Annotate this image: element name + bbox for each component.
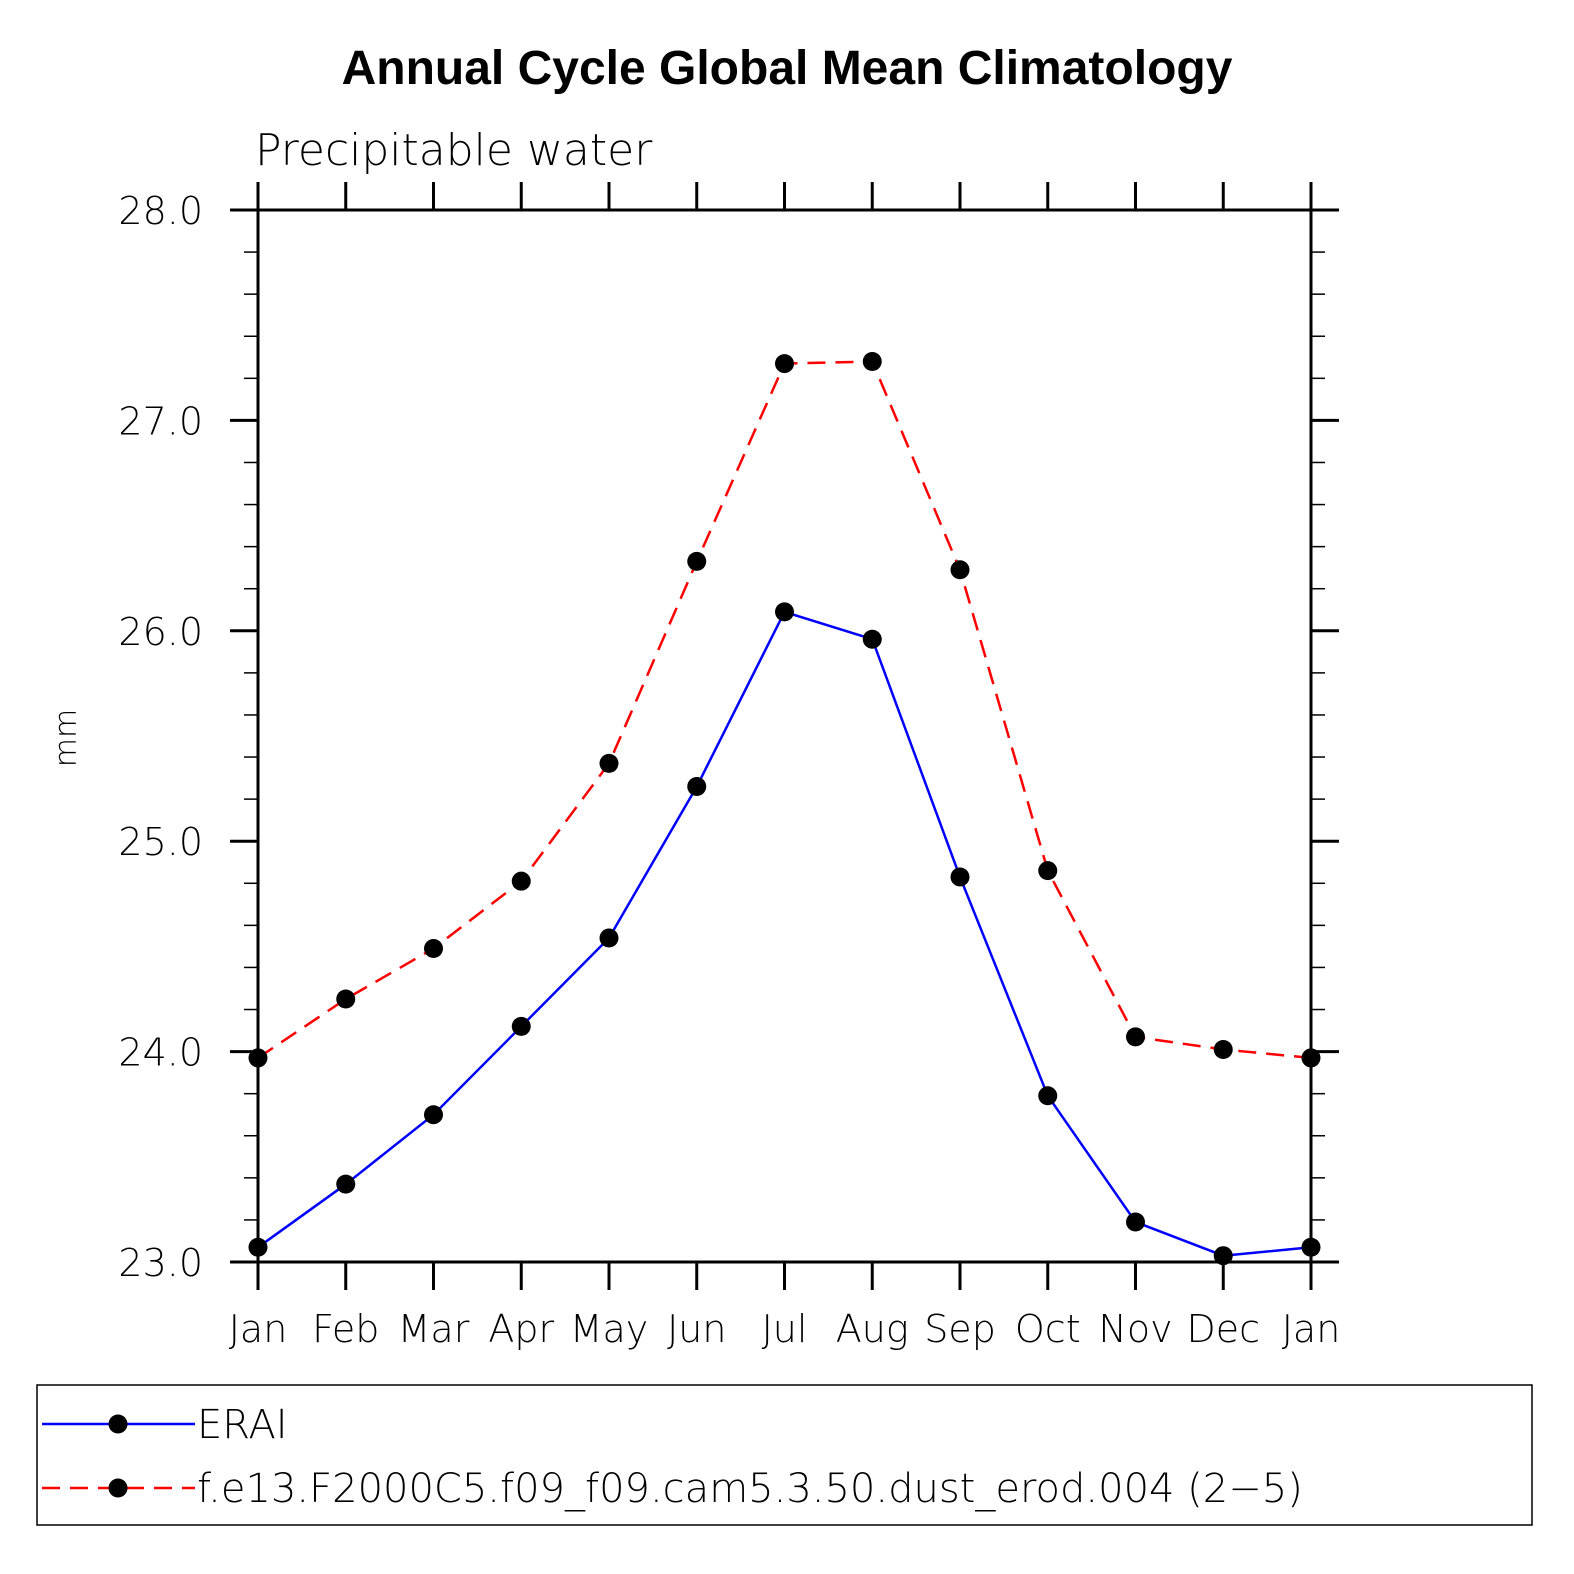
x-tick-labels: Jan Feb Mar Apr May Jun Jul Aug Sep Oct Nov Dec Jan xyxy=(229,1307,1341,1351)
x-tick-label: Feb xyxy=(312,1307,379,1351)
x-tick-label: Dec xyxy=(1186,1307,1260,1351)
data-point xyxy=(1038,1086,1058,1106)
legend: ERAI f.e13.F2000C5.f09_f09.cam5.3.50.dust… xyxy=(42,1402,1303,1512)
chart-title: Annual Cycle Global Mean Climatology xyxy=(342,42,1233,95)
data-point xyxy=(248,1237,268,1257)
x-tick-label: Jan xyxy=(229,1307,288,1351)
x-tick-label: Jan xyxy=(1282,1307,1341,1351)
data-point xyxy=(336,1174,356,1194)
data-point xyxy=(775,602,794,622)
data-point xyxy=(775,354,794,374)
data-point xyxy=(248,1048,268,1068)
x-tick-label: May xyxy=(570,1307,649,1351)
data-point xyxy=(862,629,882,649)
x-tick-label: Oct xyxy=(1015,1307,1081,1351)
legend-swatch-marker xyxy=(108,1478,128,1498)
data-point xyxy=(1213,1039,1233,1059)
y-tick-label: 26.0 xyxy=(118,610,203,654)
data-point xyxy=(1301,1237,1321,1257)
data-point xyxy=(1038,861,1058,881)
series-line xyxy=(257,610,1312,1257)
y-tick-label: 25.0 xyxy=(118,820,203,864)
data-point xyxy=(1126,1212,1145,1232)
series-line xyxy=(257,360,1312,1060)
y-tick-label: 28.0 xyxy=(118,189,203,233)
x-tick-label: Sep xyxy=(924,1307,996,1351)
data-point xyxy=(511,1016,531,1036)
legend-swatch-marker xyxy=(108,1414,128,1434)
y-tick-label: 27.0 xyxy=(118,399,203,443)
data-point xyxy=(862,351,882,371)
data-point xyxy=(687,776,707,796)
x-tick-label: Mar xyxy=(398,1307,470,1351)
data-point xyxy=(424,939,443,959)
data-point xyxy=(687,551,707,571)
data-point xyxy=(599,753,619,773)
y-tick-label: 24.0 xyxy=(118,1031,203,1075)
x-tick-label: Apr xyxy=(488,1307,554,1351)
legend-label: f.e13.F2000C5.f09_f09.cam5.3.50.dust_ero… xyxy=(197,1466,1303,1512)
x-tick-label: Aug xyxy=(836,1307,909,1351)
y-axis-label: mm xyxy=(49,709,84,767)
data-point xyxy=(1126,1027,1145,1047)
legend-box xyxy=(36,1384,1533,1526)
x-tick-label: Jun xyxy=(667,1307,726,1351)
data-point xyxy=(424,1105,443,1125)
data-point xyxy=(1301,1048,1321,1068)
legend-label: ERAI xyxy=(197,1402,288,1448)
tick-marks xyxy=(230,182,1339,1290)
data-point xyxy=(1213,1246,1233,1266)
y-tick-label: 23.0 xyxy=(118,1241,203,1285)
y-tick-labels: 23.0 24.0 25.0 26.0 27.0 28.0 xyxy=(118,189,203,1285)
series-layer xyxy=(248,351,1321,1266)
x-tick-label: Nov xyxy=(1098,1307,1172,1351)
data-point xyxy=(950,867,970,887)
data-point xyxy=(511,871,531,891)
data-point xyxy=(336,989,356,1009)
chart-subtitle: Precipitable water xyxy=(255,125,653,176)
data-point xyxy=(599,928,619,948)
data-point xyxy=(950,560,970,580)
x-tick-label: Jul xyxy=(762,1307,808,1351)
